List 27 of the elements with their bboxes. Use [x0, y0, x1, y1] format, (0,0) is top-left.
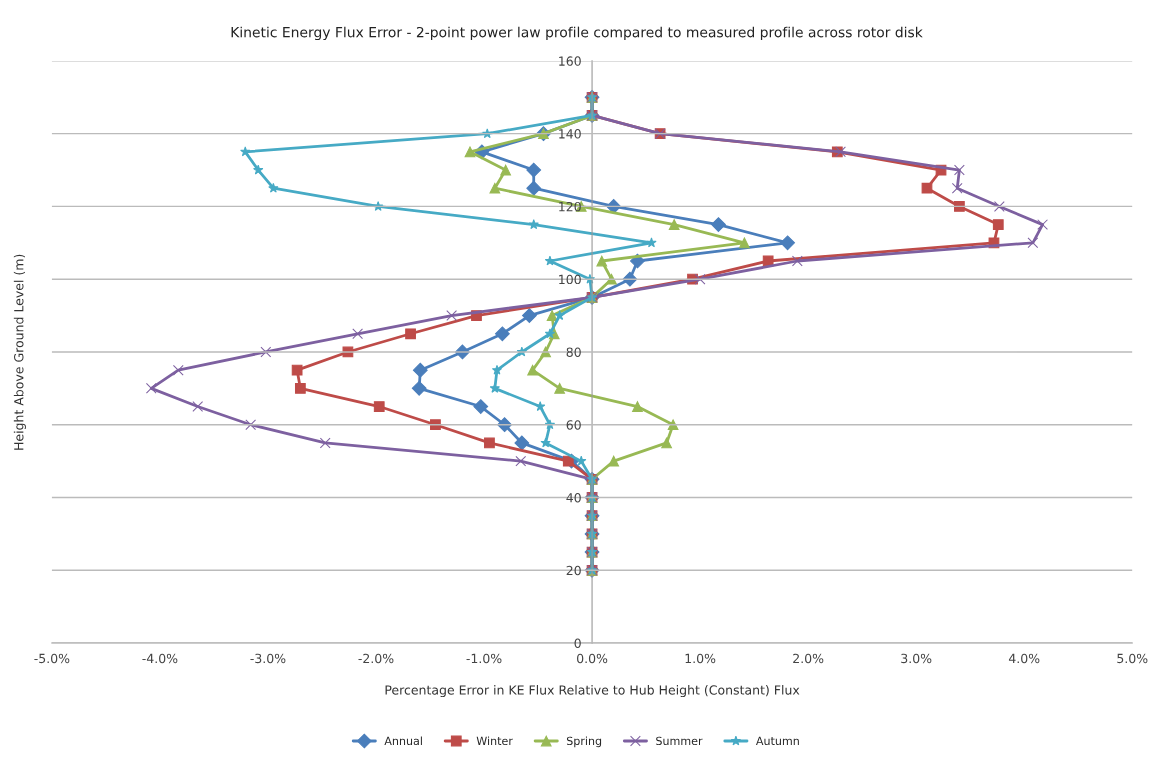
y-tick-label: 140: [559, 129, 581, 139]
x-tick-label: 5.0%: [1117, 653, 1148, 664]
x-tick-label: -4.0%: [142, 653, 178, 664]
legend-label: Spring: [566, 736, 602, 748]
y-tick-label: 160: [559, 56, 581, 66]
y-tick-label: 40: [566, 492, 581, 503]
y-axis-title: Height Above Ground Level (m): [13, 254, 26, 450]
x-tick-label: -5.0%: [34, 653, 70, 664]
x-tick-label: 1.0%: [685, 653, 716, 664]
y-tick-label: 60: [566, 420, 581, 430]
legend-label: Summer: [656, 736, 703, 746]
x-tick-label: -3.0%: [250, 653, 286, 664]
legend-label: Winter: [476, 736, 513, 746]
y-tick-label: 20: [566, 565, 581, 576]
x-tick-label: 2.0%: [793, 653, 824, 664]
x-tick-label: -2.0%: [358, 653, 394, 664]
y-tick-label: 100: [559, 274, 581, 285]
x-tick-label: 0.0%: [577, 653, 608, 664]
y-tick-label: 0: [574, 638, 581, 648]
x-tick-label: 3.0%: [901, 653, 932, 664]
x-tick-label: -1.0%: [466, 653, 502, 664]
chart-title: Kinetic Energy Flux Error - 2-point power law profile compared to measured profile across rotor disk: [231, 26, 923, 41]
y-tick-label: 80: [566, 347, 581, 357]
x-axis-title: Percentage Error in KE Flux Relative to Hub Height (Constant) Flux: [385, 685, 800, 698]
legend-label: Autumn: [755, 736, 799, 746]
legend-label: Annual: [384, 736, 422, 746]
x-tick-label: 4.0%: [1008, 653, 1040, 664]
